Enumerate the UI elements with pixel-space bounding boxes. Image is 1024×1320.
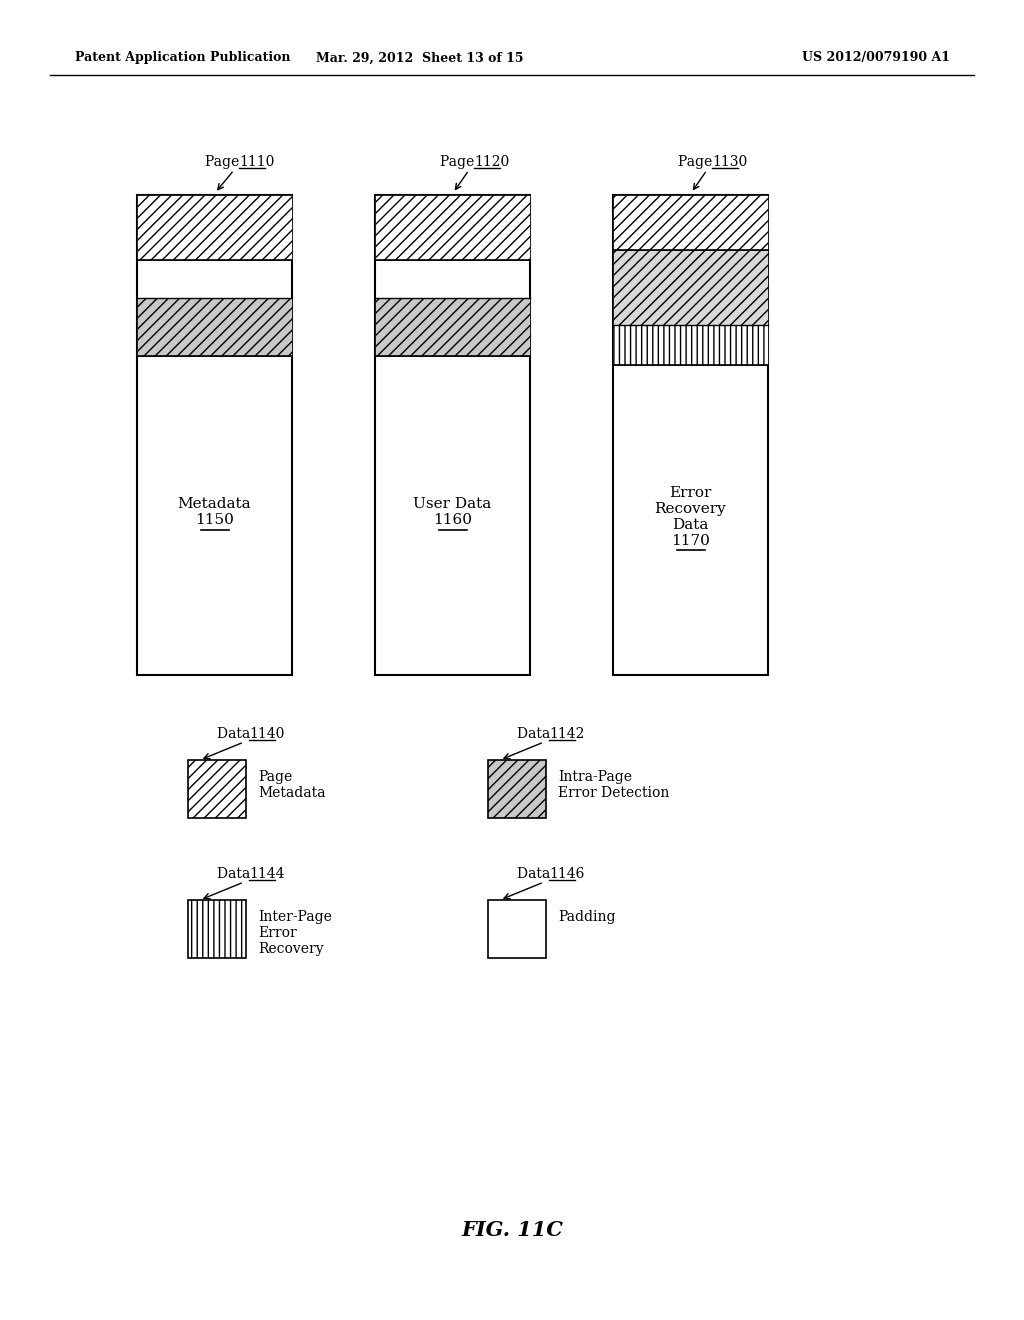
Text: 1144: 1144 <box>249 867 285 880</box>
Text: Data: Data <box>517 867 555 880</box>
Bar <box>375 195 530 675</box>
Bar <box>375 298 530 356</box>
Text: Data: Data <box>217 727 255 741</box>
Text: 1146: 1146 <box>549 867 585 880</box>
Text: 1140: 1140 <box>249 727 285 741</box>
Text: 1120: 1120 <box>474 154 509 169</box>
Text: 1110: 1110 <box>239 154 274 169</box>
Text: Intra-Page: Intra-Page <box>558 770 632 784</box>
Text: 1170: 1170 <box>671 535 710 548</box>
Text: FIG. 11C: FIG. 11C <box>461 1220 563 1239</box>
Text: Page: Page <box>678 154 717 169</box>
Text: Recovery: Recovery <box>654 502 726 516</box>
Text: Error: Error <box>670 486 712 500</box>
Text: Data: Data <box>673 517 709 532</box>
Bar <box>188 900 246 958</box>
Text: Data: Data <box>517 727 555 741</box>
Text: Mar. 29, 2012  Sheet 13 of 15: Mar. 29, 2012 Sheet 13 of 15 <box>316 51 523 65</box>
Bar <box>613 325 768 366</box>
Bar <box>137 298 292 356</box>
Bar <box>613 195 768 675</box>
Text: Error: Error <box>258 927 297 940</box>
Bar <box>613 195 768 249</box>
Text: Page: Page <box>258 770 292 784</box>
Bar <box>488 900 546 958</box>
Text: 1160: 1160 <box>433 513 472 528</box>
Text: Page: Page <box>205 154 244 169</box>
Text: Data: Data <box>217 867 255 880</box>
Text: Metadata: Metadata <box>258 785 326 800</box>
Text: 1142: 1142 <box>549 727 585 741</box>
Bar <box>188 760 246 818</box>
Text: User Data: User Data <box>414 498 492 511</box>
Bar <box>137 195 292 260</box>
Text: Page: Page <box>440 154 478 169</box>
Text: Inter-Page: Inter-Page <box>258 909 332 924</box>
Bar <box>375 195 530 260</box>
Text: Metadata: Metadata <box>178 498 251 511</box>
Text: Padding: Padding <box>558 909 615 924</box>
Text: 1150: 1150 <box>195 513 233 528</box>
Text: 1130: 1130 <box>712 154 748 169</box>
Text: Recovery: Recovery <box>258 942 324 956</box>
Bar <box>613 249 768 325</box>
Bar <box>137 195 292 675</box>
Text: Patent Application Publication: Patent Application Publication <box>75 51 291 65</box>
Bar <box>488 760 546 818</box>
Text: US 2012/0079190 A1: US 2012/0079190 A1 <box>802 51 950 65</box>
Text: Error Detection: Error Detection <box>558 785 670 800</box>
